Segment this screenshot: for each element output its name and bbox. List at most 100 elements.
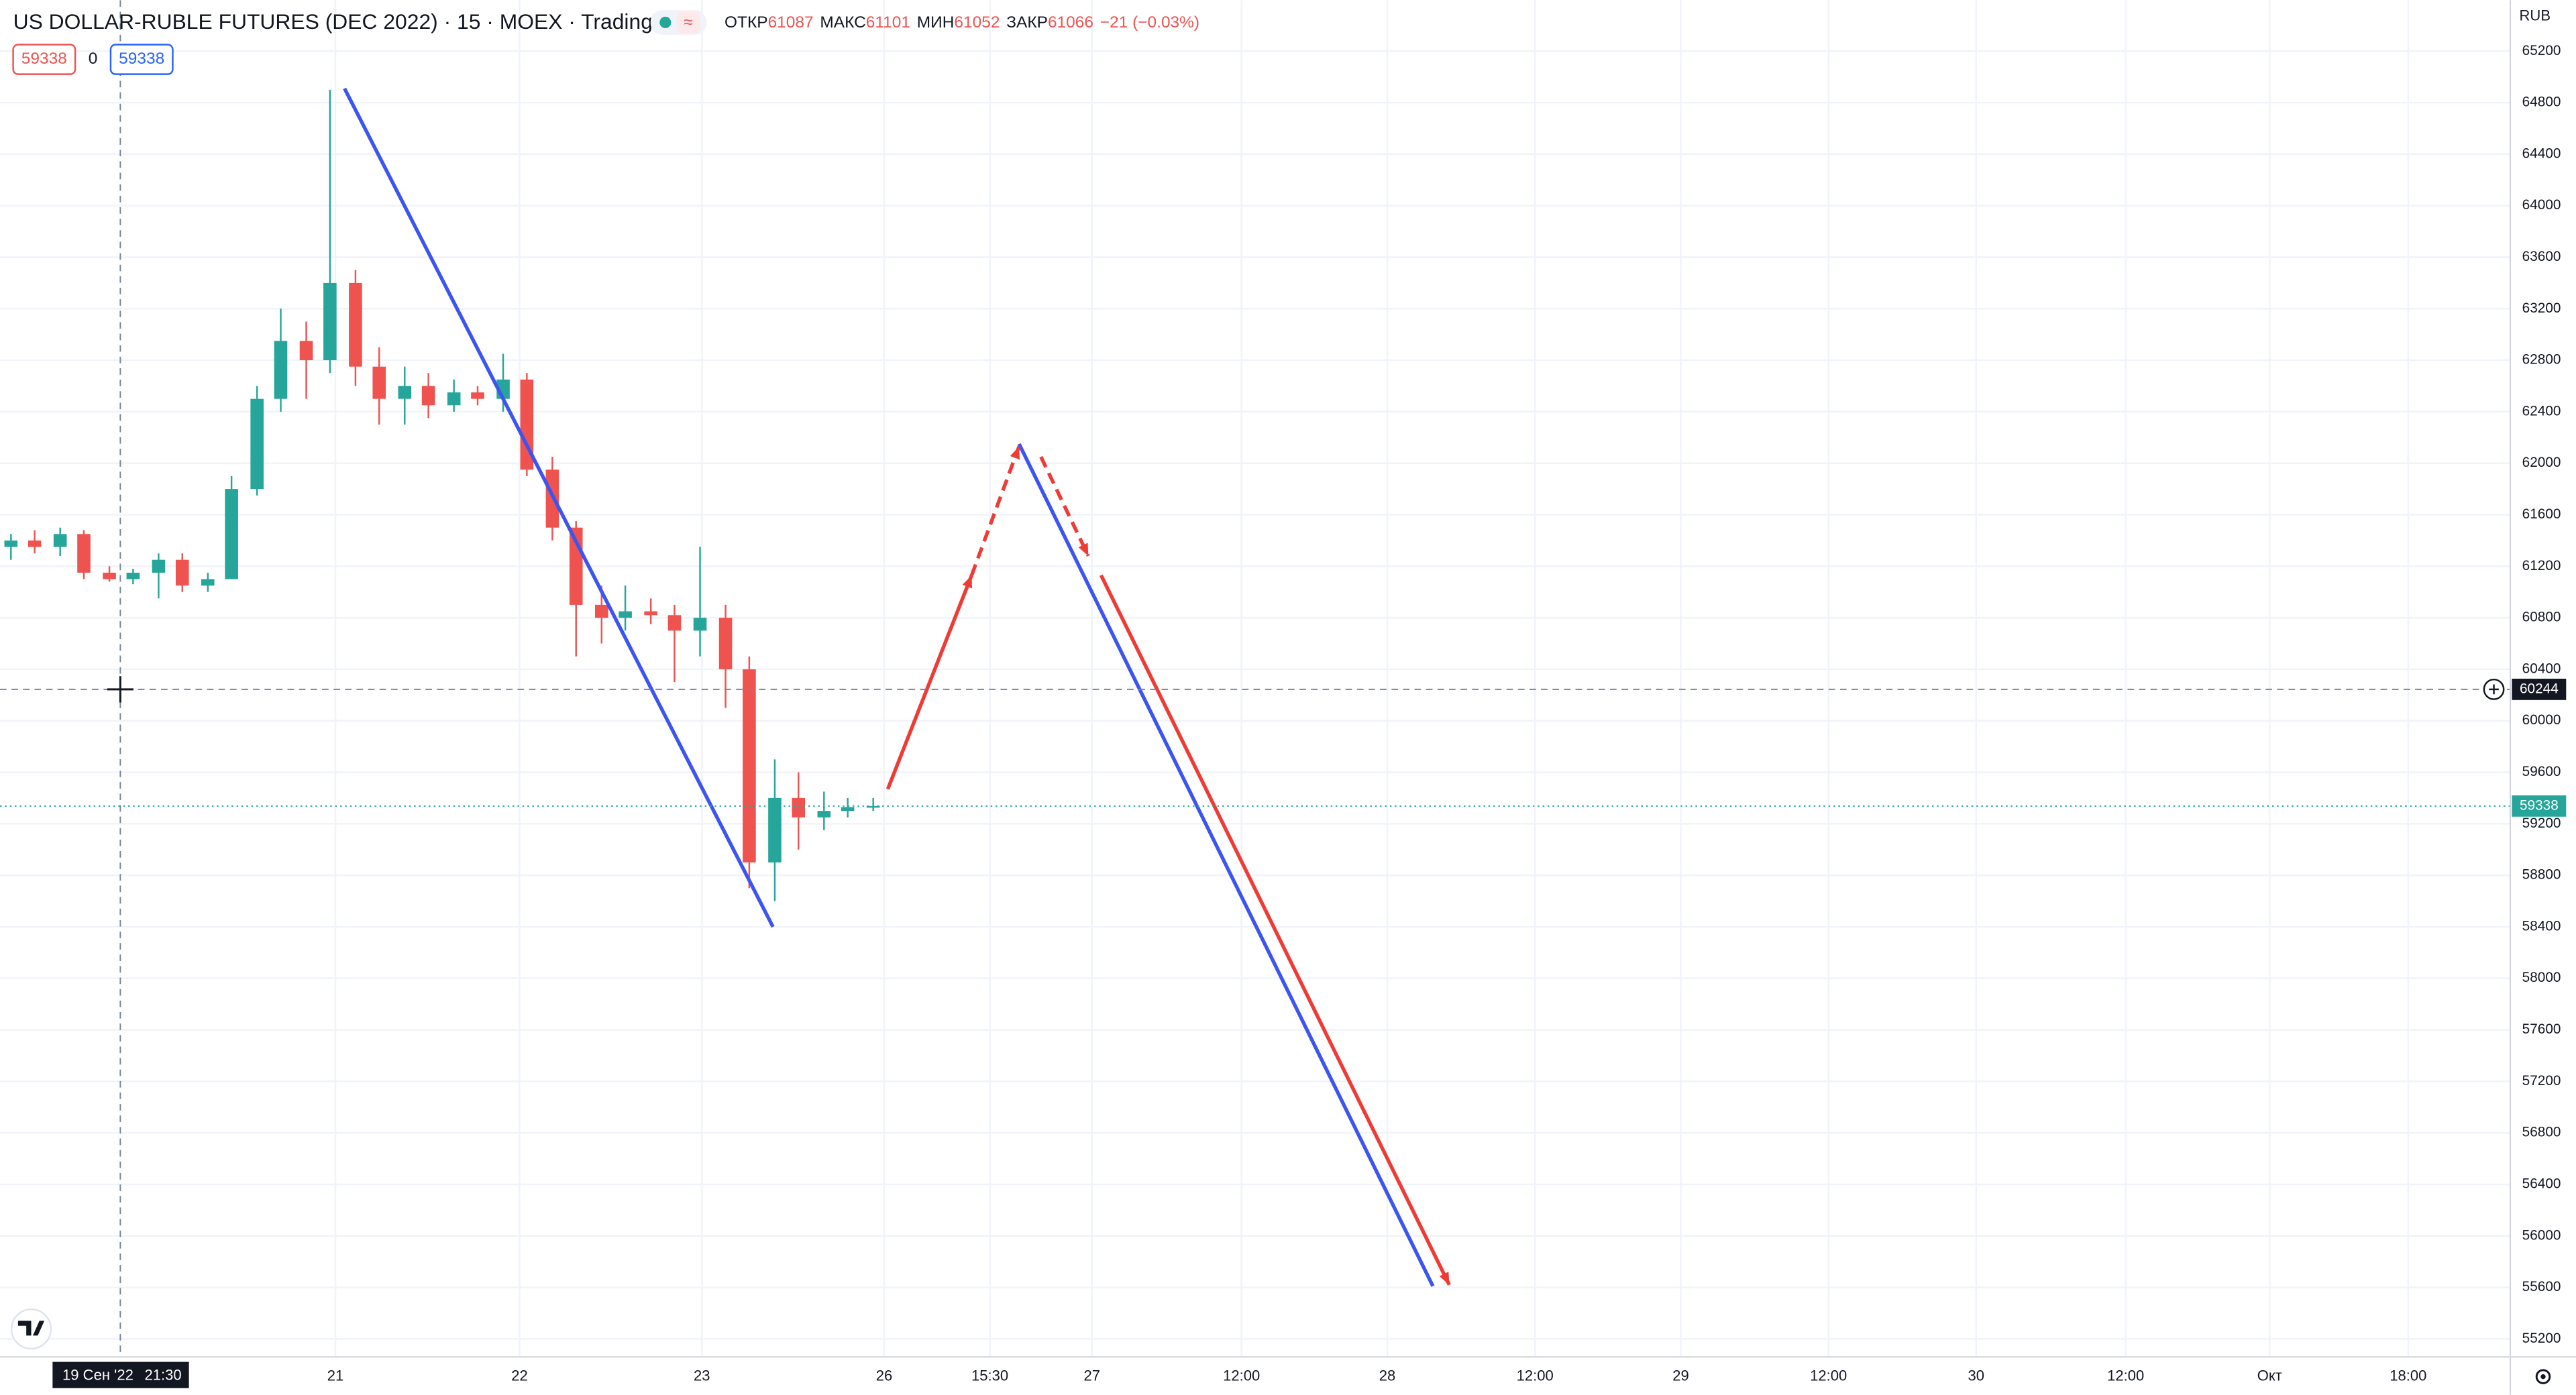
y-tick-label: 56000: [2522, 1227, 2561, 1243]
ohlc-value: 61052: [954, 13, 1000, 32]
candle-body: [619, 611, 632, 618]
candle-body: [398, 386, 412, 399]
y-tick-label: 56400: [2522, 1176, 2561, 1191]
ohlc-label: ОТКР: [724, 13, 768, 32]
crosshair-price-box: [2512, 678, 2567, 700]
candle-body: [126, 572, 140, 579]
candle-body: [447, 392, 461, 406]
indicator-icons: ≈: [650, 10, 707, 35]
ohlc-label: МИН: [917, 13, 955, 32]
badge-box: [12, 44, 76, 75]
candle-body: [250, 398, 264, 490]
x-tick-label: 27: [1084, 1367, 1101, 1384]
x-tick-label: 23: [694, 1367, 710, 1384]
settings-icon: [2535, 1369, 2551, 1384]
currency: RUB: [2520, 7, 2551, 24]
y-tick-label: 64800: [2522, 95, 2561, 110]
y-tick-label: 59600: [2522, 764, 2561, 779]
x-tick-label: 12:00: [1223, 1367, 1260, 1384]
x-tick-label: 15:30: [971, 1367, 1008, 1384]
ohlc-value: 61087: [768, 13, 814, 32]
y-tick-label: 58800: [2522, 867, 2561, 883]
arrow-head: [1010, 446, 1020, 460]
candle-body: [4, 540, 18, 547]
y-tick-label: 65200: [2522, 43, 2561, 58]
candle-body: [866, 805, 880, 808]
crosshair-cursor: [107, 676, 133, 703]
candle-body: [792, 797, 806, 818]
arrow-head: [1439, 1272, 1450, 1285]
x-tick-label: 21: [327, 1367, 344, 1384]
x-tick-label: Окт: [2257, 1367, 2282, 1384]
y-tick-label: 55600: [2522, 1279, 2561, 1294]
candle-body: [471, 392, 484, 399]
x-tick-label: 18:00: [2390, 1367, 2426, 1384]
y-tick-label: 61200: [2522, 558, 2561, 573]
svg-text:≈: ≈: [684, 13, 692, 32]
y-tick-label: 62800: [2522, 352, 2561, 368]
x-tick-label: 12:00: [2107, 1367, 2144, 1384]
y-tick-label: 55200: [2522, 1331, 2561, 1346]
y-tick-label: 59200: [2522, 816, 2561, 831]
x-tick-label: 26: [876, 1367, 893, 1384]
x-tick-label: 22: [511, 1367, 528, 1384]
candle-body: [323, 282, 337, 361]
candle-body: [274, 341, 288, 399]
trend-line: [1039, 455, 1090, 557]
candle-body: [53, 534, 67, 547]
candle-body: [349, 282, 362, 367]
crosshair-date-label: 19 Сен '22: [62, 1366, 133, 1383]
arrow-head: [962, 575, 972, 589]
y-tick-label: 62400: [2522, 403, 2561, 418]
candle-body: [103, 572, 116, 579]
last-price-label: 59338: [2520, 797, 2559, 813]
candle-body: [299, 341, 313, 361]
chart-title: US DOLLAR-RUBLE FUTURES (DEC 2022) · 15 …: [13, 9, 700, 34]
candle-body: [841, 807, 855, 812]
y-tick-label: 60400: [2522, 661, 2561, 676]
badge-value: 59338: [119, 50, 164, 68]
crosshair-time-box: [52, 1361, 189, 1388]
x-tick-label: 28: [1379, 1367, 1396, 1384]
y-tick-label: 63200: [2522, 300, 2561, 316]
ohlc-label: МАКС: [820, 13, 865, 32]
price-change: −21 (−0.03%): [1100, 13, 1199, 32]
add-alert-plus: [2489, 684, 2499, 695]
last-price-box: [2512, 795, 2567, 817]
candle-body: [175, 559, 189, 586]
candle-body: [718, 618, 733, 669]
trend-line: [1099, 574, 1451, 1286]
badge-value: 59338: [21, 50, 67, 68]
x-tick-label: 12:00: [1517, 1367, 1554, 1384]
y-tick-label: 61600: [2522, 506, 2561, 522]
spread-value: 0: [89, 50, 98, 68]
candle-body: [693, 618, 707, 631]
y-tick-label: 58400: [2522, 918, 2561, 934]
y-tick-label: 60000: [2522, 712, 2561, 728]
y-tick-label: 57600: [2522, 1021, 2561, 1037]
ohlc-value: 61066: [1048, 13, 1093, 32]
candle-body: [421, 386, 435, 406]
ohlc-value: 61101: [866, 13, 910, 32]
candle-body: [817, 811, 831, 818]
trend-line: [1017, 443, 1435, 1287]
trend-line: [885, 574, 973, 790]
x-tick-label: 30: [1968, 1367, 1985, 1384]
tradingview-logo: [10, 1308, 52, 1350]
candle-body: [77, 534, 91, 573]
candle-body: [225, 489, 238, 579]
crosshair-price-label: 60244: [2520, 681, 2559, 696]
candle-body: [644, 611, 657, 616]
candle-body: [768, 797, 782, 862]
crosshair-time-label: 21:30: [145, 1366, 182, 1383]
ohlc-label: ЗАКР: [1006, 13, 1048, 32]
y-tick-label: 64400: [2522, 146, 2561, 161]
candle-body: [667, 615, 682, 631]
candle-body: [201, 579, 215, 586]
arrow-head: [1078, 543, 1089, 556]
candle-body: [28, 540, 42, 547]
candle-body: [520, 379, 534, 470]
